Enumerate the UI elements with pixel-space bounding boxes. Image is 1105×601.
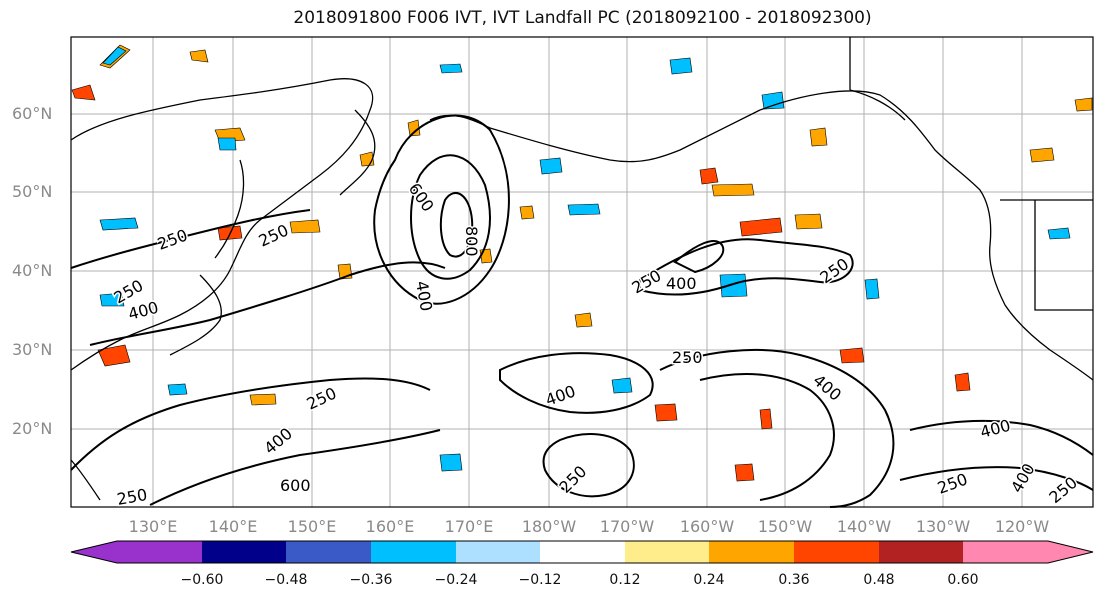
lat-label-40n: 40°N	[12, 261, 53, 280]
colorbar-bin	[371, 541, 456, 563]
lon-label: 120°W	[994, 517, 1050, 536]
map-title: 2018091800 F006 IVT, IVT Landfall PC (20…	[293, 8, 872, 28]
colorbar-extension-low	[71, 541, 117, 563]
colorbar-bin	[879, 541, 963, 563]
contour-label: 800	[462, 226, 481, 257]
lat-label-50n: 50°N	[12, 182, 53, 201]
map-frame	[70, 36, 1094, 508]
colorbar-bin	[963, 541, 1048, 563]
ivt-contours	[70, 114, 1094, 508]
colorbar-tick-label: 0.48	[863, 572, 895, 588]
colorbar-bin	[625, 541, 709, 563]
lat-label-20n: 20°N	[12, 419, 53, 438]
colorbar-tick-label: −0.60	[180, 572, 224, 588]
coastlines	[70, 37, 1094, 501]
lat-label-60n: 60°N	[12, 104, 53, 123]
colorbar-bin	[709, 541, 794, 563]
colorbar-bin	[794, 541, 879, 563]
colorbar-tick-label: −0.24	[434, 572, 478, 588]
colorbar-tick-label: −0.12	[518, 572, 562, 588]
colorbar-tick-label: 0.12	[609, 572, 641, 588]
lon-label: 170°W	[599, 517, 655, 536]
contour-label: 400	[666, 274, 697, 293]
colorbar-bins	[70, 540, 1094, 564]
lon-label: 140°W	[836, 517, 892, 536]
contour-label: 600	[280, 476, 311, 495]
colorbar-bin	[117, 541, 202, 563]
colorbar-outline	[70, 540, 1094, 564]
colorbar-bin	[202, 541, 286, 563]
lon-label: 130°E	[128, 517, 178, 536]
probability-patches	[71, 44, 1093, 482]
colorbar-bin	[540, 541, 625, 563]
colorbar-bin	[286, 541, 371, 563]
colorbar-tick-label: 0.60	[947, 572, 979, 588]
lat-label-30n: 30°N	[12, 340, 53, 359]
colorbar-tick-label: 0.36	[778, 572, 810, 588]
colorbar-tick-label: 0.24	[693, 572, 725, 588]
lon-label: 150°E	[287, 517, 337, 536]
contour-label: 250	[672, 348, 703, 367]
colorbar-tick-label: −0.36	[349, 572, 393, 588]
lon-label: 160°E	[365, 517, 415, 536]
colorbar-tick-label: −0.48	[264, 572, 308, 588]
colorbar-bin	[456, 541, 540, 563]
colorbar-extension-high	[1048, 541, 1093, 563]
lon-label: 140°E	[208, 517, 258, 536]
lon-label: 170°E	[444, 517, 494, 536]
lon-label: 150°W	[757, 517, 813, 536]
lon-label: 180°W	[521, 517, 577, 536]
lon-label: 130°W	[915, 517, 971, 536]
lon-label: 160°W	[679, 517, 735, 536]
